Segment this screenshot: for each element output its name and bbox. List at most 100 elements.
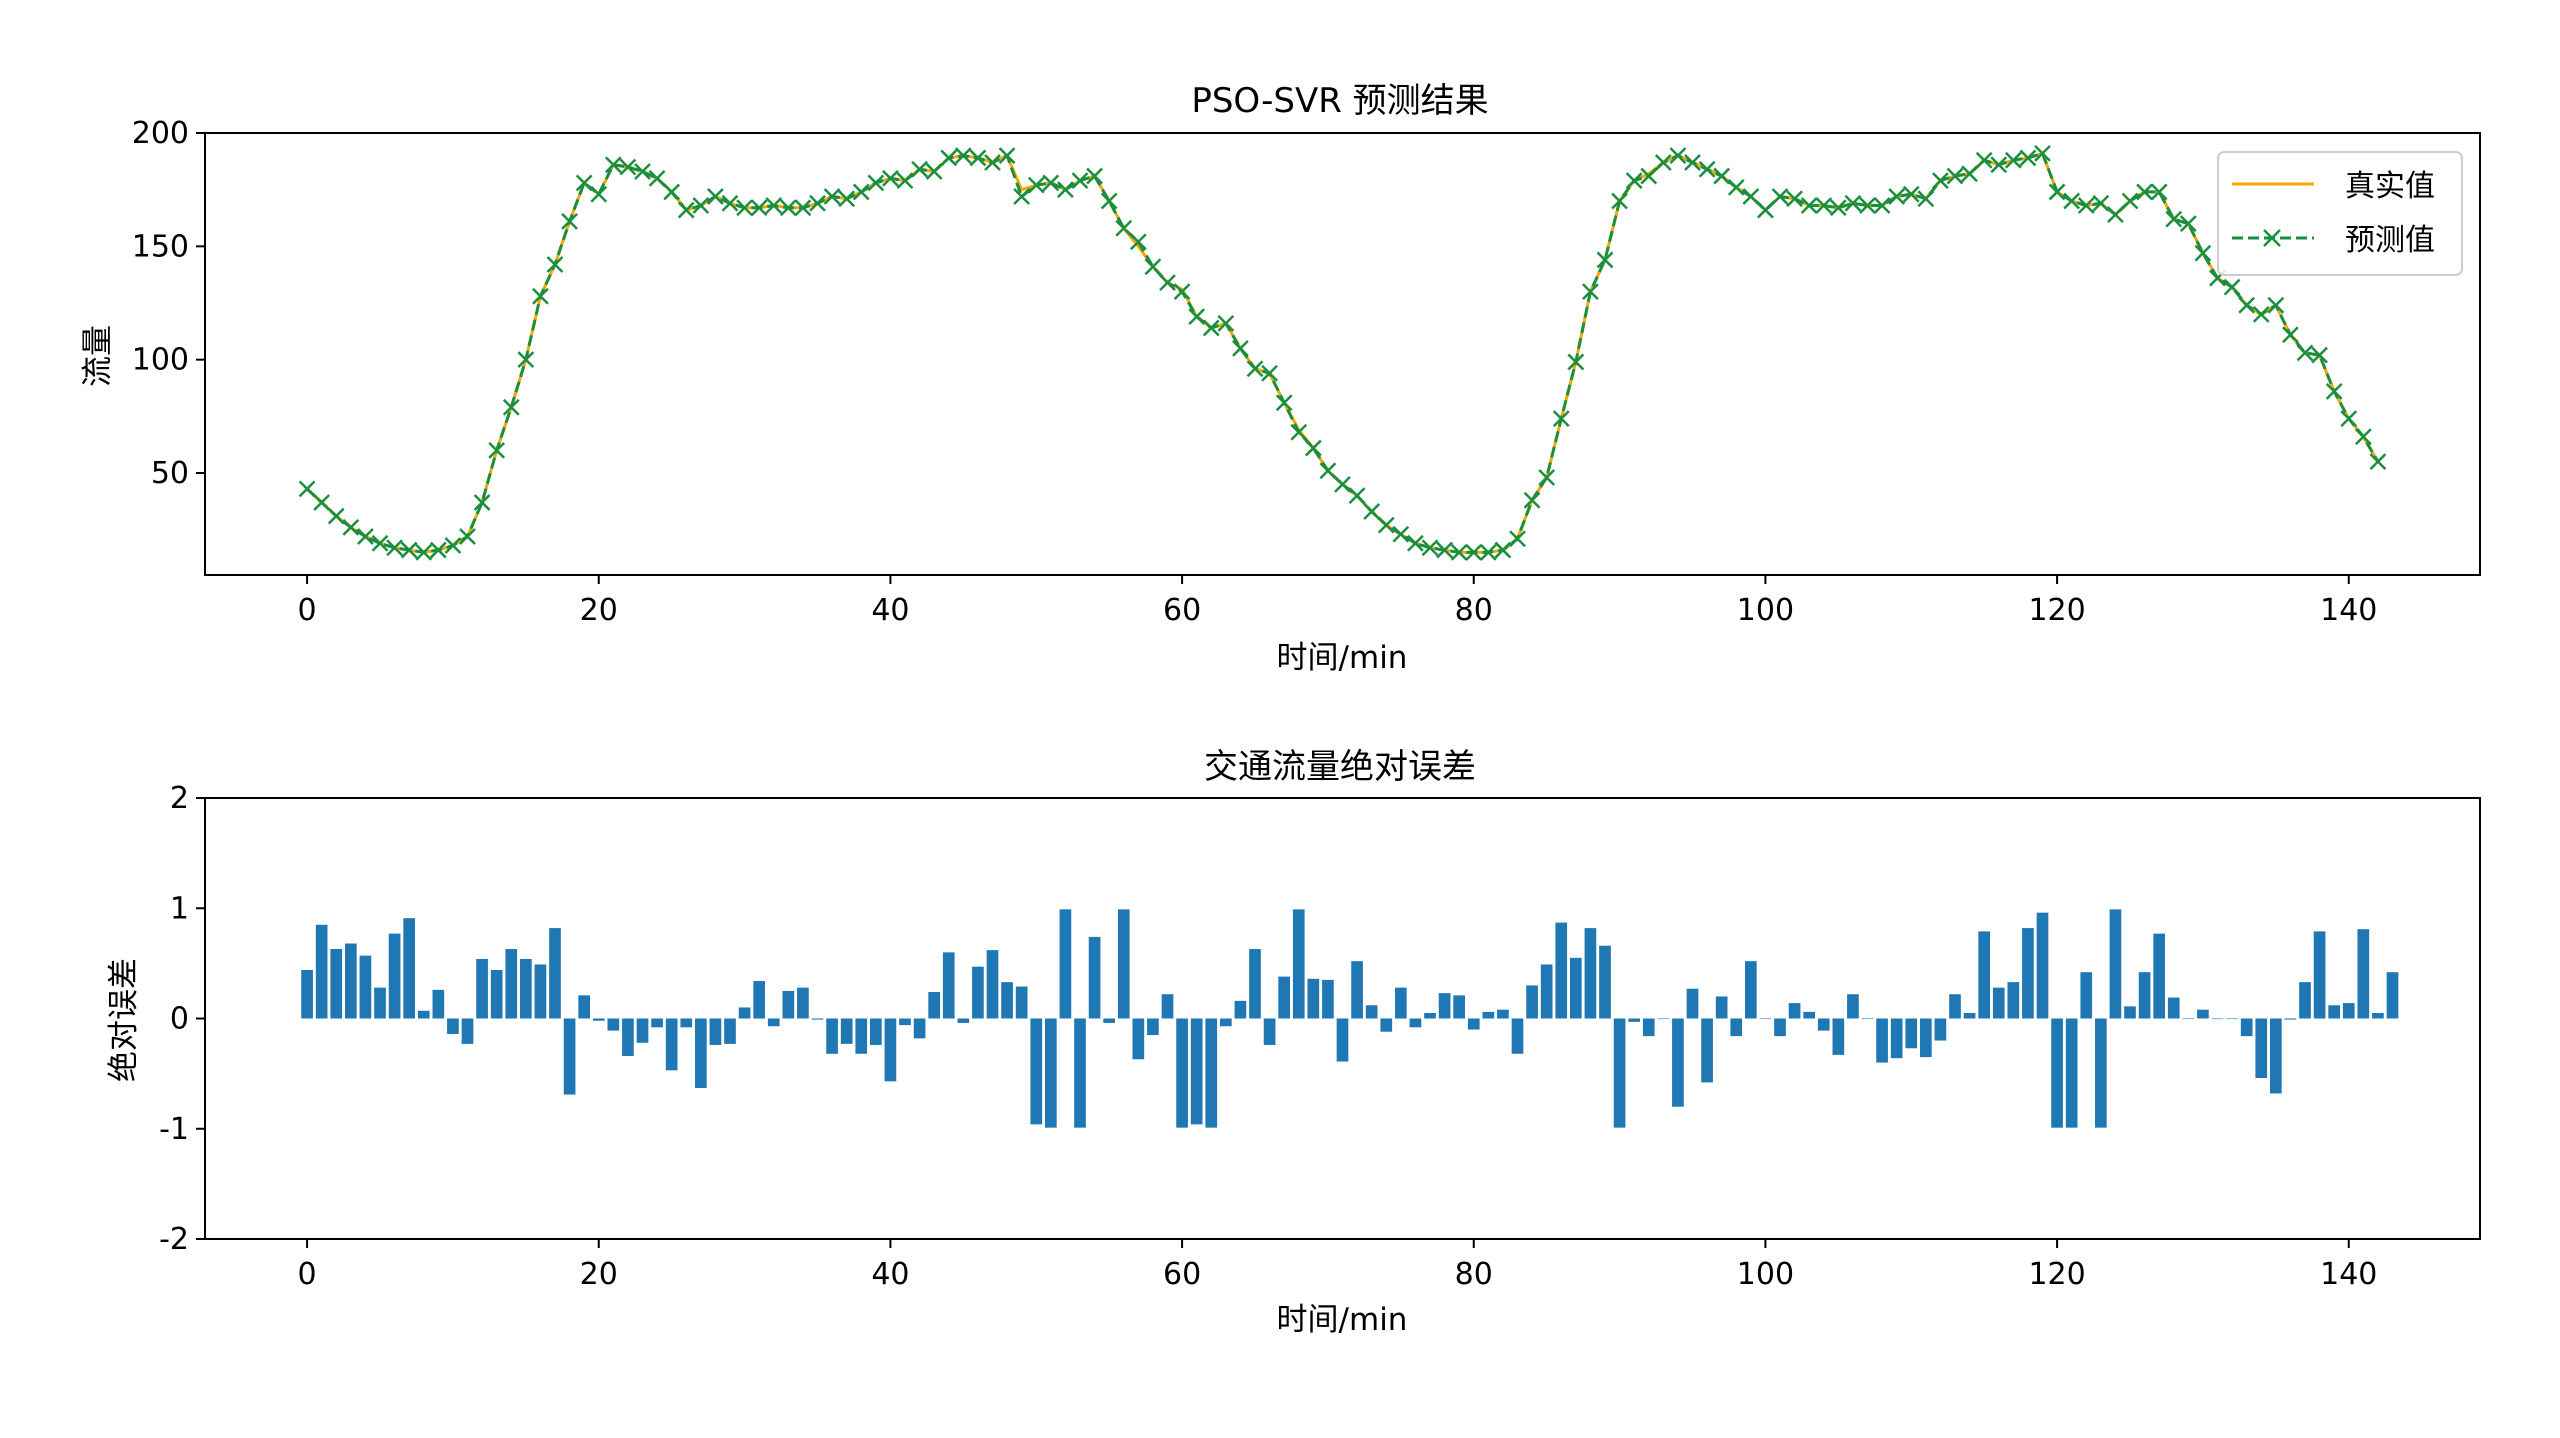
error-bar <box>447 1018 459 1034</box>
prediction-point <box>896 172 914 189</box>
prediction-point <box>1159 274 1176 291</box>
prediction-point <box>1888 188 1906 205</box>
error-bar <box>2386 972 2399 1019</box>
error-bar <box>2022 928 2034 1019</box>
error-bar <box>826 1018 838 1054</box>
error-bar <box>505 949 518 1019</box>
error-bar <box>476 958 488 1019</box>
prediction-point <box>357 528 374 545</box>
prediction-point <box>1042 174 1060 192</box>
error-bar <box>1205 1018 1218 1128</box>
error-bar <box>2182 1018 2195 1020</box>
x-tick-label: 80 <box>1455 593 1493 628</box>
error-bar <box>2007 982 2020 1019</box>
prediction-point <box>648 169 666 187</box>
error-bar <box>1978 931 1990 1019</box>
error-bar <box>1540 964 1553 1019</box>
prediction-point <box>984 154 1001 171</box>
prediction-point <box>604 156 622 174</box>
prediction-point <box>1494 541 1512 559</box>
error-bar <box>695 1018 707 1088</box>
prediction-point <box>590 185 608 203</box>
error-bar <box>1132 1018 1145 1060</box>
error-bar <box>1803 1011 1815 1019</box>
error-bar <box>2284 1018 2297 1020</box>
x-tick-label: 60 <box>1163 1257 1201 1292</box>
y-tick-label: 150 <box>132 229 189 264</box>
prediction-point <box>1902 185 1920 203</box>
error-bar <box>1949 994 1961 1019</box>
prediction-point <box>1509 530 1526 548</box>
error-bar <box>1817 1018 1830 1031</box>
prediction-point <box>1246 360 1264 378</box>
prediction-legend: 真实值 预测值 <box>2217 151 2463 276</box>
prediction-point <box>1771 188 1789 205</box>
error-bar <box>1920 1018 1932 1058</box>
prediction-point <box>1334 475 1351 493</box>
prediction-point <box>1625 172 1643 189</box>
prediction-point <box>2296 344 2314 362</box>
error-bar <box>2138 972 2151 1019</box>
prediction-point <box>1611 192 1628 210</box>
prediction-point <box>2282 326 2299 344</box>
error-bar <box>330 949 343 1019</box>
prediction-point <box>1567 353 1585 371</box>
prediction-point <box>1932 172 1949 189</box>
error-bar <box>1176 1018 1188 1128</box>
prediction-point <box>2150 183 2168 201</box>
prediction-point <box>1844 194 1862 212</box>
prediction-point <box>1363 503 1381 520</box>
prediction-point <box>838 190 856 208</box>
prediction-point <box>2179 215 2197 233</box>
prediction-point <box>1698 160 1716 178</box>
error-bar <box>301 969 313 1019</box>
prediction-point <box>677 201 695 219</box>
error-bar <box>1278 976 1290 1019</box>
error-bar <box>417 1010 430 1019</box>
prediction-point <box>1654 154 1672 171</box>
error-bar <box>345 943 357 1019</box>
error-y-ticks: -2 -1 0 1 2 <box>159 781 205 1257</box>
error-bar <box>607 1018 620 1031</box>
prediction-point <box>969 149 987 167</box>
prediction-point <box>1596 251 1614 269</box>
error-bar <box>490 969 503 1019</box>
prediction-point <box>2092 194 2110 212</box>
error-bar <box>855 1018 868 1054</box>
legend-predicted-value-marker <box>2263 229 2281 247</box>
error-bar <box>592 1018 605 1021</box>
prediction-point <box>1232 339 1249 357</box>
error-bar <box>1672 1018 1684 1107</box>
y-tick-label: 0 <box>170 1002 189 1037</box>
prediction-point <box>1421 539 1439 557</box>
prediction-point <box>2048 183 2066 201</box>
prediction-point <box>2136 183 2153 201</box>
error-bar <box>1745 961 1757 1019</box>
error-bar <box>1613 1018 1626 1128</box>
prediction-x-ticks: 0 20 40 60 80 100 120 140 <box>298 575 2377 628</box>
prediction-point <box>2019 149 2037 167</box>
prediction-point <box>1859 197 1876 214</box>
prediction-point <box>2121 192 2139 210</box>
error-bar <box>870 1018 882 1045</box>
error-bar <box>534 964 547 1019</box>
prediction-point <box>1757 201 1774 219</box>
prediction-point <box>532 287 549 305</box>
prediction-point <box>1684 154 1701 171</box>
prediction-point <box>298 480 316 498</box>
error-bar <box>1774 1018 1786 1037</box>
error-bar <box>1380 1018 1393 1032</box>
error-bar <box>1890 1018 1903 1059</box>
prediction-point <box>1013 188 1031 205</box>
prediction-point <box>1377 516 1395 534</box>
prediction-point <box>429 541 447 559</box>
error-bar <box>1642 1018 1655 1037</box>
error-bar <box>1584 928 1597 1019</box>
error-bar <box>1511 1018 1524 1054</box>
prediction-point <box>2063 192 2081 210</box>
prediction-point <box>1582 283 1599 301</box>
error-bar <box>1045 1018 1057 1128</box>
prediction-point <box>2238 296 2256 314</box>
error-bar <box>1336 1018 1349 1062</box>
